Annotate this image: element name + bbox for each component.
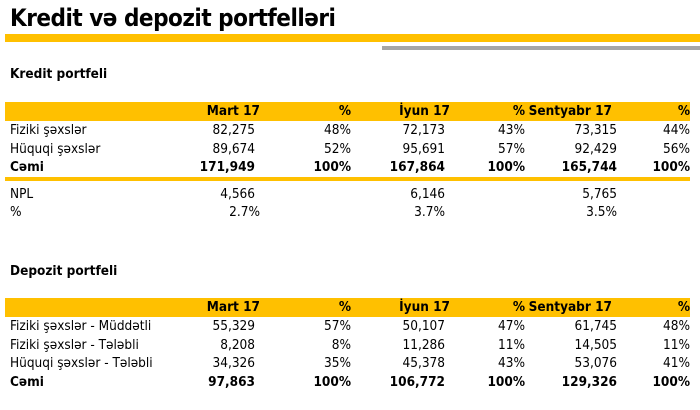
cell: 48% bbox=[324, 122, 351, 138]
cell: 89,674 bbox=[212, 141, 255, 157]
cell: 72,173 bbox=[402, 122, 445, 138]
cell: 57% bbox=[324, 318, 351, 334]
npl-percent-row: % 2.7% 3.7% 3.5% bbox=[5, 203, 690, 222]
cell: % bbox=[338, 103, 351, 119]
cell: 100% bbox=[487, 374, 525, 390]
cell: % bbox=[512, 103, 525, 119]
cell: 100% bbox=[313, 159, 351, 175]
cell: 48% bbox=[663, 318, 690, 334]
cell: 41% bbox=[663, 355, 690, 371]
cell: 61,745 bbox=[574, 318, 617, 334]
cell: 92,429 bbox=[574, 141, 617, 157]
cell: Sentyabr 17 bbox=[528, 103, 612, 119]
row-label: % bbox=[10, 204, 22, 220]
cell: 165,744 bbox=[561, 159, 617, 175]
cell: Mart 17 bbox=[206, 299, 260, 315]
cell: 100% bbox=[487, 159, 525, 175]
cell: 50,107 bbox=[402, 318, 445, 334]
cell: 3.5% bbox=[586, 204, 617, 220]
cell: 34,326 bbox=[212, 355, 255, 371]
cell: 171,949 bbox=[199, 159, 255, 175]
row-label: Hüquqi şəxslər - Tələbli bbox=[10, 355, 153, 371]
cell: 8,208 bbox=[220, 337, 255, 353]
row-label: Fiziki şəxslər - Müddətli bbox=[10, 318, 152, 334]
cell: 44% bbox=[663, 122, 690, 138]
npl-row: NPL 4,566 6,146 5,765 bbox=[5, 185, 690, 204]
row-label: Cəmi bbox=[10, 374, 44, 390]
cell: % bbox=[512, 299, 525, 315]
cell: Mart 17 bbox=[206, 103, 260, 119]
cell: 2.7% bbox=[229, 204, 260, 220]
cell: 45,378 bbox=[402, 355, 445, 371]
cell: 35% bbox=[324, 355, 351, 371]
cell: 100% bbox=[652, 159, 690, 175]
cell: 4,566 bbox=[220, 186, 255, 202]
table-row: Fiziki şəxslər - Tələbli 8,208 8% 11,286 11%… bbox=[5, 336, 690, 355]
row-label: NPL bbox=[10, 186, 34, 202]
table-row: Fiziki şəxslər 82,275 48% 72,173 43% 73,315 44… bbox=[5, 121, 690, 140]
row-label: Hüquqi şəxslər bbox=[10, 141, 101, 157]
row-label: Fiziki şəxslər bbox=[10, 122, 87, 138]
cell: 6,146 bbox=[410, 186, 445, 202]
table-row: Hüquqi şəxslər 89,674 52% 95,691 57% 92,429 56… bbox=[5, 140, 690, 159]
title-underline-gray bbox=[382, 46, 700, 50]
table-row: Fiziki şəxslər - Müddətli 55,329 57% 50,107… bbox=[5, 317, 690, 336]
cell: 100% bbox=[313, 374, 351, 390]
cell: 97,863 bbox=[208, 374, 255, 390]
deposit-table-header: Mart 17% İyun 17% Sentyabr 17% bbox=[5, 298, 690, 317]
deposit-heading: Depozit portfeli bbox=[10, 263, 118, 279]
cell: 167,864 bbox=[389, 159, 445, 175]
cell: 53,076 bbox=[574, 355, 617, 371]
cell: 8% bbox=[331, 337, 351, 353]
cell: 11% bbox=[498, 337, 525, 353]
table-row-total: Cəmi 97,863 100% 106,772 100% 129,326 100% bbox=[5, 373, 690, 392]
row-label: Cəmi bbox=[10, 159, 44, 175]
cell: 47% bbox=[498, 318, 525, 334]
cell: % bbox=[677, 299, 690, 315]
credit-table-header: Mart 17% İyun 17% Sentyabr 17% bbox=[5, 102, 690, 121]
cell: 14,505 bbox=[574, 337, 617, 353]
table-row-total: Cəmi 171,949 100% 167,864 100% 165,744 100% bbox=[5, 158, 690, 177]
cell: 56% bbox=[663, 141, 690, 157]
cell: Sentyabr 17 bbox=[528, 299, 612, 315]
cell: 11,286 bbox=[402, 337, 445, 353]
cell: 43% bbox=[498, 355, 525, 371]
cell: 11% bbox=[663, 337, 690, 353]
cell: 5,765 bbox=[582, 186, 617, 202]
cell: 106,772 bbox=[389, 374, 445, 390]
cell: 52% bbox=[324, 141, 351, 157]
cell: 3.7% bbox=[414, 204, 445, 220]
cell: İyun 17 bbox=[399, 103, 450, 119]
table-row: Hüquqi şəxslər - Tələbli 34,326 35% 45,378 4… bbox=[5, 354, 690, 373]
page-title: Kredit və depozit portfelləri bbox=[10, 4, 336, 32]
credit-separator bbox=[5, 177, 690, 181]
cell: 82,275 bbox=[212, 122, 255, 138]
cell: 95,691 bbox=[402, 141, 445, 157]
cell: 73,315 bbox=[574, 122, 617, 138]
cell: % bbox=[338, 299, 351, 315]
cell: % bbox=[677, 103, 690, 119]
title-underline-yellow bbox=[5, 34, 700, 42]
credit-heading: Kredit portfeli bbox=[10, 66, 108, 82]
cell: 55,329 bbox=[212, 318, 255, 334]
cell: 100% bbox=[652, 374, 690, 390]
cell: 129,326 bbox=[561, 374, 617, 390]
cell: İyun 17 bbox=[399, 299, 450, 315]
cell: 43% bbox=[498, 122, 525, 138]
row-label: Fiziki şəxslər - Tələbli bbox=[10, 337, 139, 353]
cell: 57% bbox=[498, 141, 525, 157]
